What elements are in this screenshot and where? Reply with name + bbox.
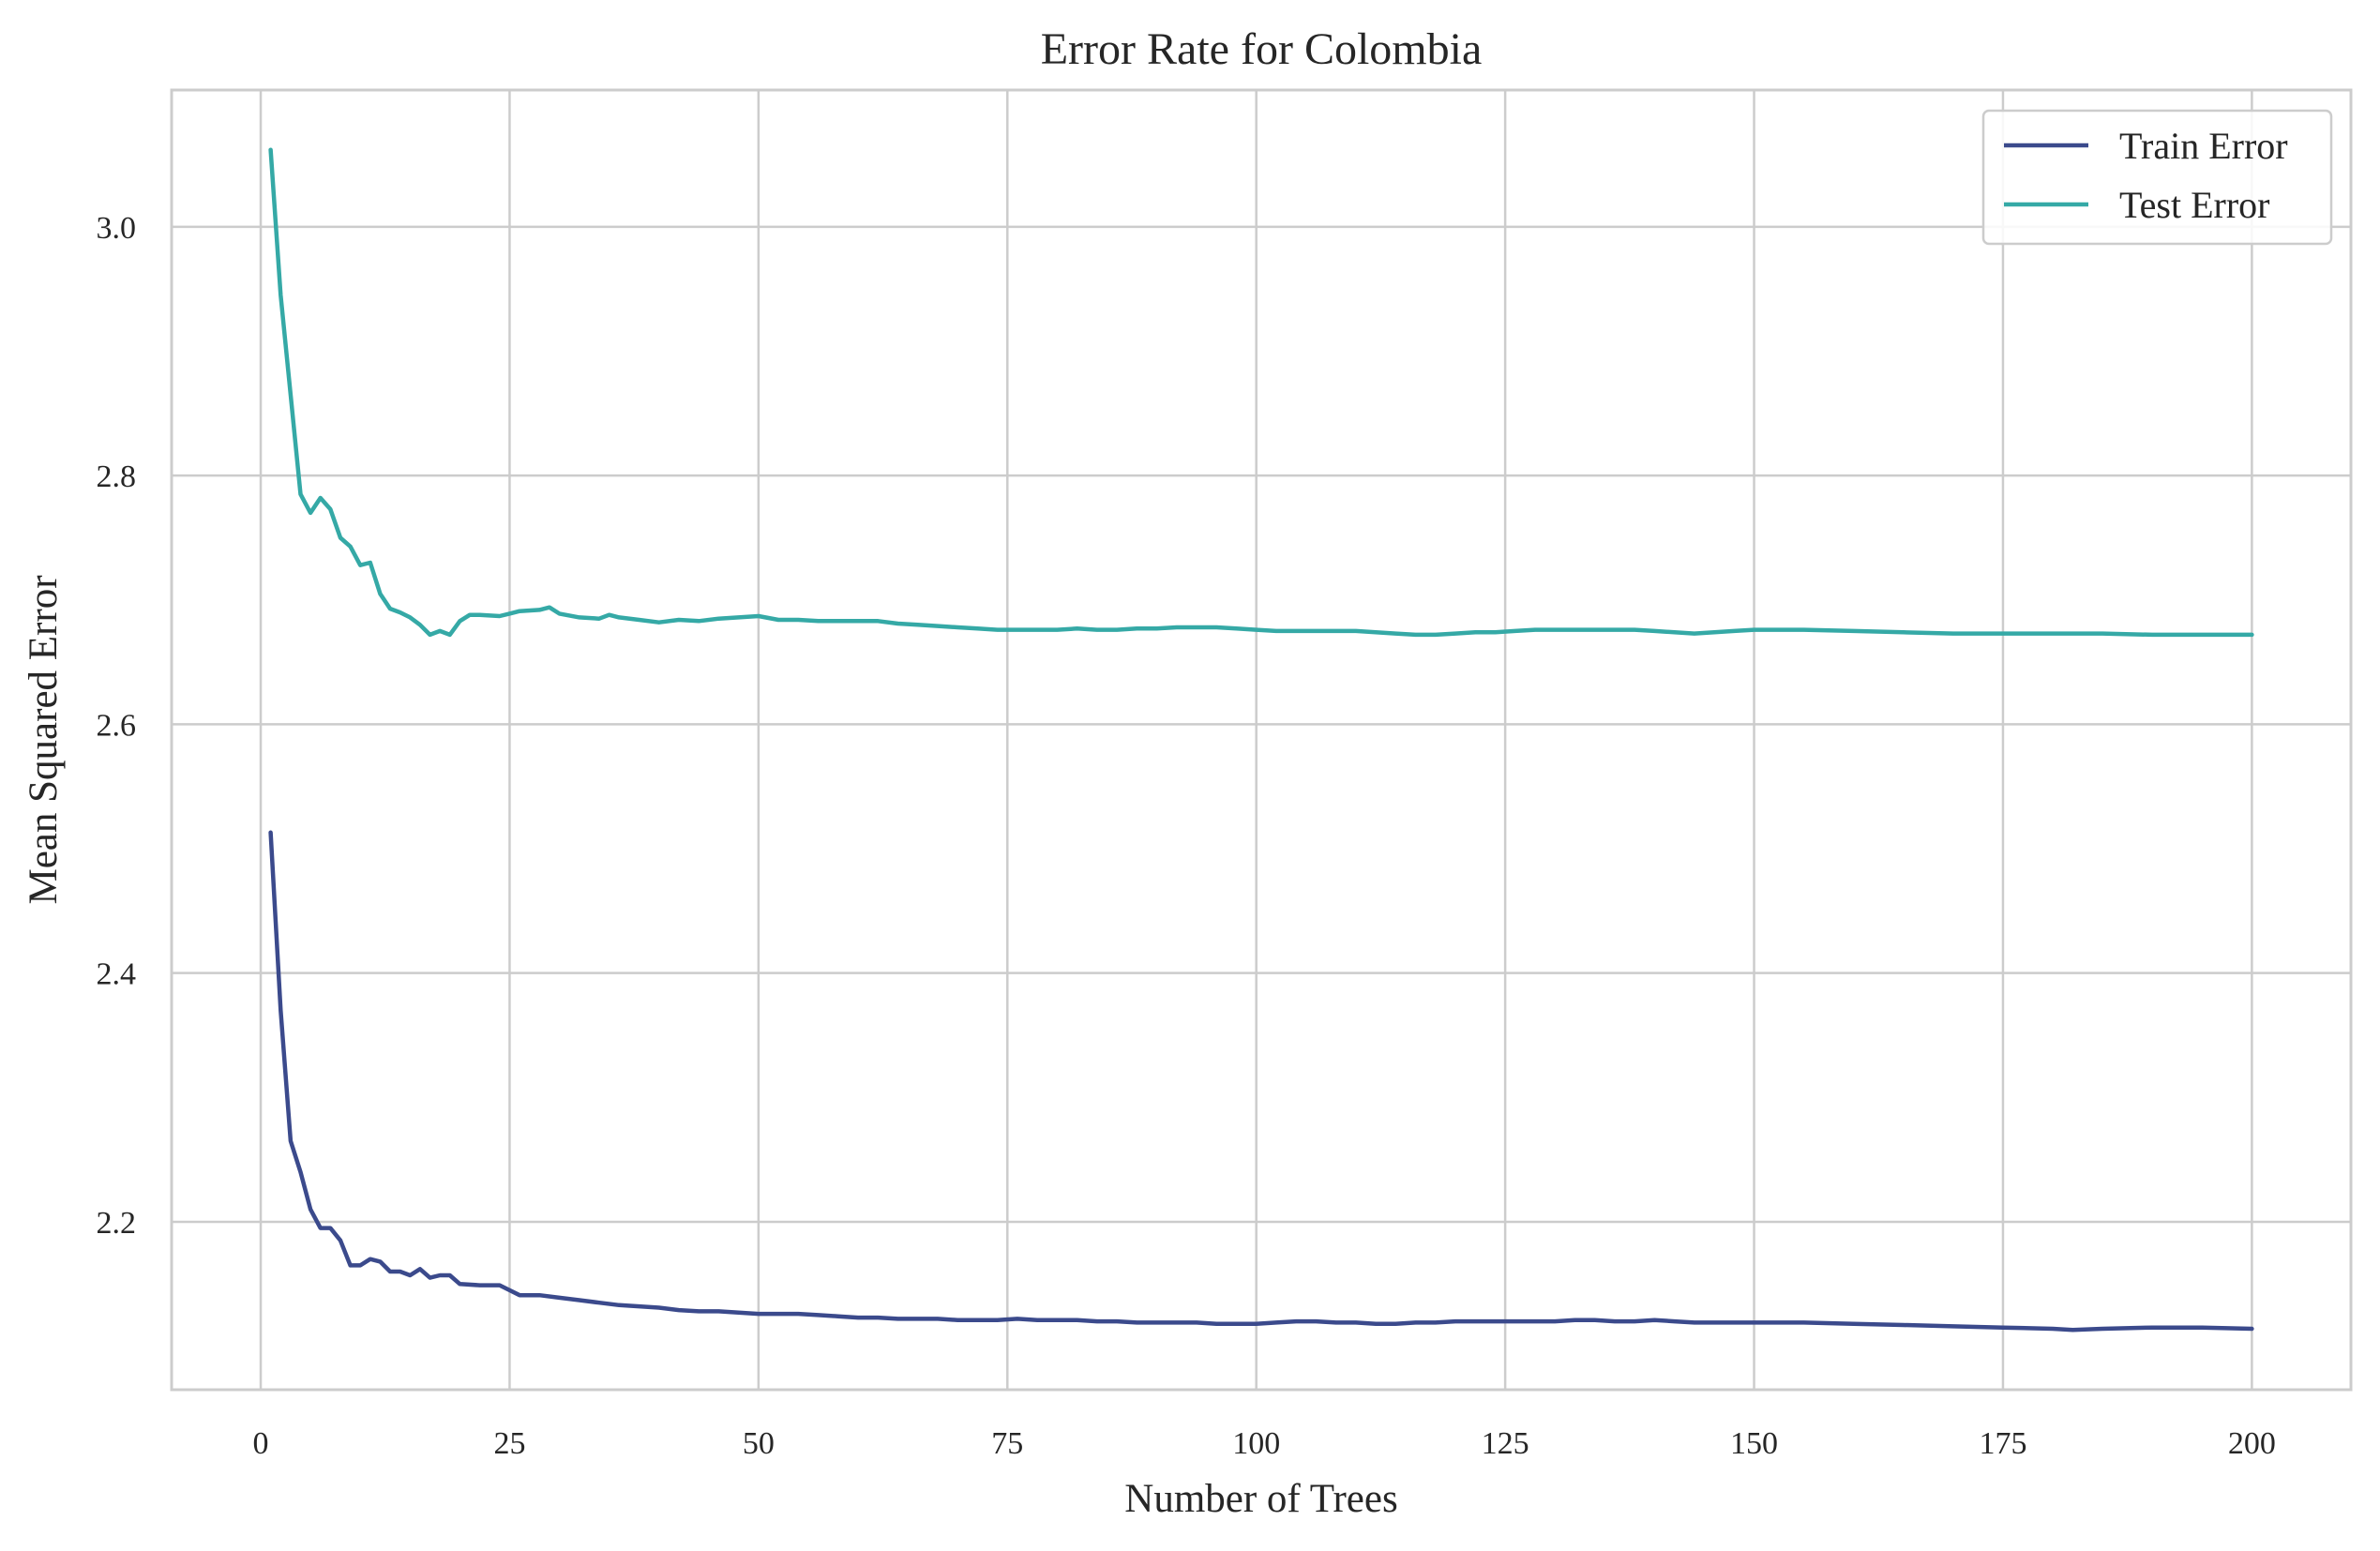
x-tick-label: 100 xyxy=(1232,1426,1280,1461)
y-tick-label: 3.0 xyxy=(97,211,137,246)
legend: Train Error Test Error xyxy=(1981,109,2333,246)
y-tick-label: 2.2 xyxy=(97,1206,137,1241)
x-tick-label: 25 xyxy=(493,1426,525,1461)
train-error-line xyxy=(268,830,2254,1333)
series-lines xyxy=(268,147,2254,1333)
y-tick-label: 2.6 xyxy=(97,708,137,743)
x-tick-label: 150 xyxy=(1730,1426,1778,1461)
x-axis-label: Number of Trees xyxy=(1124,1477,1397,1521)
y-axis-label: Mean Squared Error xyxy=(22,575,66,904)
y-tick-label: 2.4 xyxy=(97,957,137,992)
x-tick-label: 125 xyxy=(1482,1426,1529,1461)
chart-title: Error Rate for Colombia xyxy=(1041,24,1483,74)
x-tick-label: 75 xyxy=(991,1426,1023,1461)
tick-labels: 0 25 50 75 100 125 150 175 200 2.2 2.4 2.6 2.8 3.0 xyxy=(97,211,2276,1461)
legend-test-label: Test Error xyxy=(2119,184,2269,226)
x-tick-label: 0 xyxy=(253,1426,269,1461)
x-tick-label: 175 xyxy=(1979,1426,2026,1461)
plot-frame xyxy=(170,88,2353,1392)
legend-train-label: Train Error xyxy=(2119,125,2288,167)
y-tick-label: 2.8 xyxy=(97,459,137,494)
x-tick-label: 200 xyxy=(2228,1426,2276,1461)
test-error-line xyxy=(268,147,2254,638)
grid-lines xyxy=(172,90,2351,1390)
x-tick-label: 50 xyxy=(743,1426,775,1461)
